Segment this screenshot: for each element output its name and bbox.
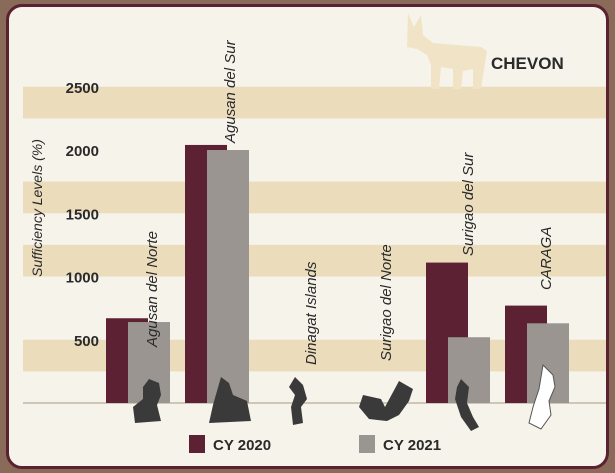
legend-swatch: [359, 435, 375, 453]
y-tick-label: 500: [74, 333, 99, 350]
chevon-chart: 500 1000 1500 2000 2500 Sufficiency Levels (%…: [23, 13, 606, 454]
y-axis-label: Sufficiency Levels (%): [29, 139, 45, 277]
province-map-icon: [209, 377, 251, 423]
bar-cy-2021: [207, 150, 249, 403]
province-maps: [133, 363, 556, 431]
legend-swatch: [189, 435, 205, 453]
y-tick-label: 2500: [66, 80, 99, 97]
y-tick-label: 2000: [66, 143, 99, 160]
category-label: Surigao del Norte: [378, 244, 395, 361]
y-tick-label: 1000: [66, 270, 99, 287]
province-map-icon: [455, 379, 479, 431]
province-map-icon: [289, 377, 307, 425]
legend-label: CY 2021: [383, 437, 441, 454]
legend-label: CY 2020: [213, 437, 271, 454]
grid-band: [23, 244, 606, 277]
province-map-icon: [133, 379, 161, 423]
goat-icon: [407, 13, 487, 89]
category-label: Agusan del Sur: [222, 39, 239, 144]
category-label: Dinagat Islands: [303, 261, 320, 365]
goat-body: [407, 13, 487, 89]
province-map-icon: [528, 363, 556, 430]
grid-band: [23, 86, 606, 119]
grid-band: [23, 181, 606, 214]
chart-title: CHEVON: [491, 54, 564, 73]
bar-cy-2021: [448, 337, 490, 403]
category-label: Surigao del Sur: [460, 152, 477, 256]
category-label: CARAGA: [538, 227, 555, 290]
chart-frame: 500 1000 1500 2000 2500 Sufficiency Levels (%…: [6, 4, 609, 469]
category-label: Agusan del Norte: [144, 231, 161, 348]
province-map-icon: [359, 381, 413, 421]
y-tick-label: 1500: [66, 206, 99, 223]
